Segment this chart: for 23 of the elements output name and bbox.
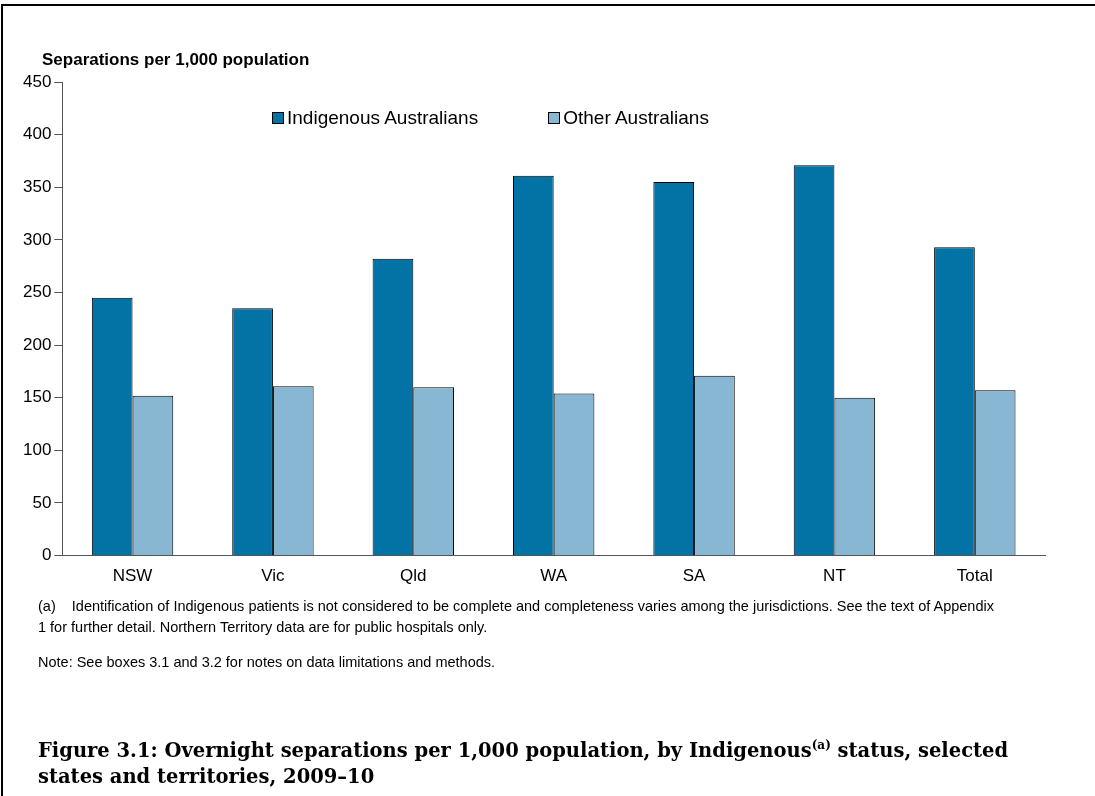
y-tick-label: 250 [22, 282, 52, 302]
y-tick-label: 350 [22, 176, 52, 196]
y-tick-label: 450 [22, 71, 52, 91]
x-tick-label: WA [540, 566, 568, 586]
text: Note: See boxes 3.1 and 3.2 for notes on data limitations and methods. [38, 653, 497, 672]
x-tick-label: SA [682, 566, 707, 586]
y-tick-label: 50 [32, 492, 52, 512]
text: (a) Identification of Indigenous patients is not considered to be complete and completeness varies among the jurisdictions. See the text of Appendix 1 for further detail. Northern Territory data are for public hospitals only. [38, 597, 995, 637]
y-tick-label: 150 [22, 387, 52, 407]
x-tick-label: NT [823, 566, 846, 586]
y-tick-label: 200 [22, 334, 52, 354]
legend-label: Other Australians [563, 107, 709, 128]
y-tick-label: 300 [22, 229, 52, 249]
y-axis-title: Separations per 1,000 population [42, 50, 310, 70]
y-tick-label: 100 [22, 440, 52, 460]
x-tick-label: NSW [112, 566, 153, 586]
y-tick-label: 400 [22, 124, 52, 144]
y-tick-label: 0 [41, 545, 52, 565]
x-tick-label: Qld [400, 566, 427, 586]
chart-title: Figure 3.1: Overnight separations per 1,000 population, by Indigenous$^{(a)}$ status, selected states and territories, 2009–10 [38, 738, 1009, 788]
x-tick-label: Vic [261, 566, 286, 586]
legend-label: Indigenous Australians [287, 107, 479, 128]
x-tick-label: Total [956, 566, 993, 586]
